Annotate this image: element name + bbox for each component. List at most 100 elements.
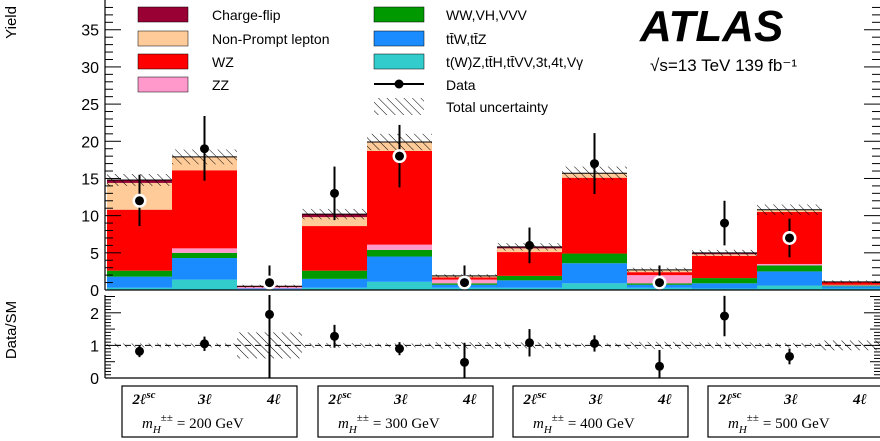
unc-band-11 [822, 280, 880, 284]
bar-segment-0-3 [302, 287, 367, 290]
ratio-points [135, 295, 794, 378]
main-frame [104, 0, 880, 291]
bar-segment-1-10 [757, 271, 822, 286]
svg-text:tt̄W,tt̄Z: tt̄W,tt̄Z [446, 31, 487, 47]
svg-text:Charge-flip: Charge-flip [212, 7, 281, 23]
ratio-y-ticks: 0 1 2 [90, 296, 880, 388]
mass-sub-3: H [738, 424, 748, 436]
bar-segment-2-4 [367, 249, 432, 257]
group-box-2 [512, 385, 689, 438]
bar-segment-2-3 [302, 270, 367, 279]
channel-label-2-2: 4ℓ [657, 392, 672, 408]
mass-sup-2: ±± [552, 412, 564, 424]
bar-segment-3-11 [822, 284, 880, 286]
bar-segment-0-9 [692, 288, 757, 290]
main-tick-label-10: 10 [81, 209, 99, 226]
bar-segment-4-9 [692, 255, 757, 279]
ratio-tick-label-2: 2 [90, 306, 99, 323]
mass-value-2: = 400 GeV [568, 416, 635, 432]
bar-segment-2-6 [497, 275, 562, 281]
bar-segment-1-4 [367, 256, 432, 282]
data-point-5 [460, 278, 469, 288]
mass-sub-0: H [152, 424, 162, 436]
ratio-point-1 [200, 339, 209, 349]
unc-band-9 [692, 249, 757, 256]
bar-segment-1-3 [302, 278, 367, 288]
bar-segment-5-3 [302, 217, 367, 227]
ratio-point-5 [460, 357, 469, 367]
bar-segment-3-10 [757, 263, 822, 266]
bar-segment-0-10 [757, 285, 822, 290]
bar-segment-0-11 [822, 288, 880, 290]
legend-item-wz: WZ [137, 53, 234, 70]
experiment-label: ATLAS [639, 2, 783, 51]
legend: Charge-flip Non-Prompt lepton WZ ZZ WW,V… [137, 6, 583, 115]
ratio-point-3 [330, 331, 339, 341]
channel-sup-2-0: sc [536, 389, 546, 401]
bar-segment-1-11 [822, 286, 880, 289]
mass-label-2: mH±± = 400 GeV [533, 412, 635, 436]
ratio-frame [104, 295, 880, 379]
bar-segment-1-9 [692, 283, 757, 289]
bar-segment-0-0 [107, 287, 172, 290]
mass-label-1: mH±± = 300 GeV [338, 412, 440, 436]
ratio-point-0 [135, 346, 144, 356]
bar-segment-3-1 [172, 248, 237, 253]
ratio-point-8 [655, 361, 664, 371]
data-points [132, 116, 797, 290]
legend-item-ttw-ttz: tt̄W,tt̄Z [373, 30, 487, 47]
bar-segment-1-6 [497, 280, 562, 288]
mass-value-0: = 200 GeV [177, 416, 244, 432]
bar-segment-4-1 [172, 170, 237, 249]
ratio-point-7 [590, 338, 599, 348]
main-tick-label-25: 25 [81, 97, 99, 114]
channel-sup-3-0: sc [731, 389, 741, 401]
ratio-point-6 [525, 338, 534, 348]
legend-item-zz: ZZ [137, 76, 230, 93]
data-point-10 [785, 233, 794, 243]
main-tick-label-20: 20 [81, 134, 99, 151]
legend-item-non-prompt: Non-Prompt lepton [137, 30, 330, 47]
bar-segment-0-6 [497, 287, 562, 290]
main-tick-label-35: 35 [81, 23, 99, 40]
legend-item-charge-flip: Charge-flip [137, 6, 281, 23]
bar-segment-1-7 [562, 263, 627, 284]
legend-item-data: Data [374, 77, 476, 93]
data-point-9 [720, 218, 729, 228]
data-point-6 [525, 240, 534, 250]
svg-text:Total uncertainty: Total uncertainty [446, 99, 548, 115]
group-box-1 [317, 385, 494, 438]
mass-symbol-0: m [142, 416, 153, 432]
stacked-bars [107, 141, 880, 290]
bar-segment-0-4 [367, 281, 432, 290]
ratio-tick-label-0: 0 [90, 371, 99, 388]
svg-text:WZ: WZ [212, 54, 234, 70]
ratio-point-10 [785, 351, 794, 361]
channel-label-3-1: 3ℓ [783, 392, 798, 408]
bar-segment-4-3 [302, 226, 367, 271]
bar-segment-2-9 [692, 278, 757, 284]
data-point-3 [330, 188, 339, 198]
channel-sup-1-0: sc [341, 389, 351, 401]
mass-sup-0: ±± [161, 412, 173, 424]
bar-segment-1-1 [172, 258, 237, 280]
energy-label: √s=13 TeV 139 fb⁻¹ [650, 56, 797, 75]
svg-text:Non-Prompt lepton: Non-Prompt lepton [212, 31, 330, 47]
main-tick-label-15: 15 [81, 171, 99, 188]
bar-segment-2-10 [757, 265, 822, 272]
ratio-point-9 [720, 311, 729, 321]
channel-label-1-1: 3ℓ [393, 392, 408, 408]
data-point-7 [590, 159, 599, 169]
mass-sup-3: ±± [747, 412, 759, 424]
channel-label-0-2: 4ℓ [266, 392, 281, 408]
mass-sub-1: H [348, 424, 358, 436]
ratio-uncertainty [105, 332, 880, 359]
data-point-1 [200, 144, 209, 154]
main-y-ticks: 0 5 10 15 20 25 30 35 [81, 6, 880, 300]
bar-segment-0-7 [562, 283, 627, 290]
